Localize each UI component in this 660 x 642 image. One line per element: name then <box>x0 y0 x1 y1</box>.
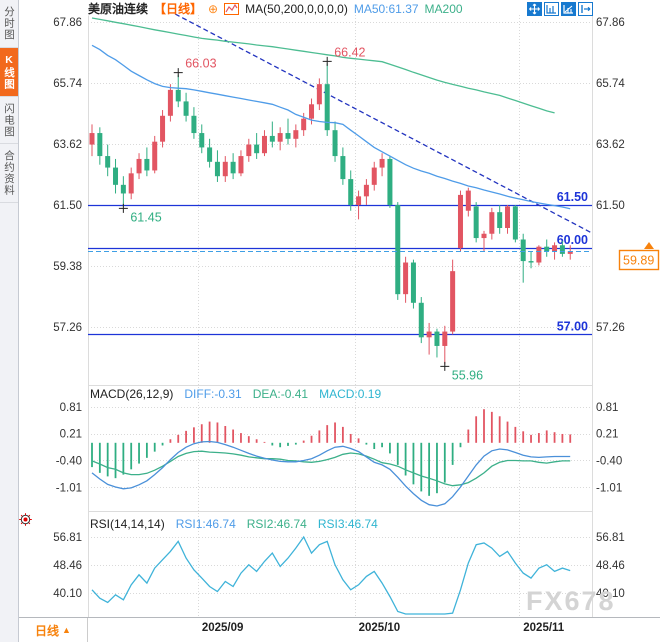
current-price-tag <box>618 249 660 271</box>
extreme-price-label: 61.45 <box>130 210 161 224</box>
price-tick-right: 63.62 <box>596 139 625 151</box>
dea-line <box>91 450 571 487</box>
current-price-value: 59.89 <box>623 254 654 268</box>
macd-tick-right: 0.21 <box>596 429 618 441</box>
panel-separators <box>88 15 593 618</box>
sidebar-item-lightning[interactable]: 闪电图 <box>0 97 18 144</box>
macd-tick-left: 0.81 <box>60 402 82 414</box>
period-selector-label: 日线 <box>35 623 60 638</box>
rsi3-value: RSI3:46.74 <box>317 517 378 531</box>
rsi-legend: RSI(14,14,14) RSI1:46.74 RSI2:46.74 RSI3… <box>90 517 378 531</box>
move-tool-icon[interactable] <box>527 2 542 16</box>
x-axis-label: 2025/11 <box>523 622 565 634</box>
price-tick-left: 61.50 <box>53 200 82 212</box>
chart-type-sidebar: 分时图 K线图 闪电图 合约资料 <box>0 0 19 642</box>
add-indicator-icon[interactable]: ⊕ <box>208 1 219 16</box>
live-quote-icon <box>19 513 32 531</box>
price-tick-left: 63.62 <box>53 139 82 151</box>
macd-macd-value: MACD:0.19 <box>319 387 382 401</box>
macd-tick-left: 0.21 <box>60 429 82 441</box>
price-tick-right: 67.86 <box>596 17 625 29</box>
macd-diff-value: DIFF:-0.31 <box>184 387 242 401</box>
macd-legend: MACD(26,12,9) DIFF:-0.31 DEA:-0.41 MACD:… <box>90 387 381 401</box>
candlestick-series <box>89 63 573 365</box>
extreme-marker-icon <box>440 361 450 371</box>
price-tick-right: 61.50 <box>596 200 625 212</box>
level-label: 60.00 <box>557 233 588 247</box>
price-tick-left: 67.86 <box>53 17 82 29</box>
chart-legend-bar: 美原油连续 【日线】 ⊕ MA(50,200,0,0,0,0) MA50:61.… <box>88 1 463 17</box>
annotations: 61.45 66.03 66.42 55.96 <box>118 45 483 382</box>
rsi-tick-left: 48.46 <box>53 560 82 572</box>
period-tag: 【日线】 <box>154 2 203 16</box>
macd-tick-right: -1.01 <box>596 482 622 494</box>
price-tick-left: 65.74 <box>53 78 82 90</box>
macd-tick-right: 0.81 <box>596 402 618 414</box>
sidebar-item-timeshare[interactable]: 分时图 <box>0 0 18 48</box>
ma200-line <box>91 17 555 114</box>
period-selector[interactable]: 日线 ▲ <box>19 618 88 642</box>
level-label: 61.50 <box>557 190 588 204</box>
rsi-panel <box>91 535 571 615</box>
ma-settings-label: MA(50,200,0,0,0,0) <box>245 1 348 16</box>
axis-scale-active-icon[interactable] <box>561 2 576 16</box>
axis-scale-icon[interactable] <box>544 2 559 16</box>
ma-lines <box>91 17 571 210</box>
watermark: FX678 <box>526 586 616 616</box>
rsi-tick-left: 56.81 <box>53 532 82 544</box>
rsi-tick-left: 40.10 <box>53 588 82 600</box>
chart-toolbar <box>527 2 593 16</box>
current-price-marker: 59.89 <box>88 242 660 271</box>
macd-tick-left: -1.01 <box>56 482 82 494</box>
rsi-line <box>91 535 571 615</box>
macd-dea-value: DEA:-0.41 <box>252 387 309 401</box>
time-axis-bar: 日线 ▲ 2025/09 2025/10 2025/11 <box>19 617 660 642</box>
price-tick-left: 57.26 <box>53 322 82 334</box>
x-axis-label: 2025/10 <box>358 622 401 634</box>
period-selector-arrow-icon: ▲ <box>62 625 71 635</box>
macd-tick-right: -0.40 <box>596 455 622 467</box>
extreme-marker-icon <box>118 203 128 213</box>
price-tick-left: 59.38 <box>53 261 82 273</box>
extreme-price-label: 66.42 <box>334 45 365 59</box>
diff-line <box>91 440 571 507</box>
x-axis-label: 2025/09 <box>201 622 244 634</box>
sidebar-item-kline[interactable]: K线图 <box>0 47 18 97</box>
extreme-price-label: 55.96 <box>452 368 483 382</box>
chart-type-icon[interactable] <box>224 2 240 15</box>
rsi-tick-right: 48.46 <box>596 560 625 572</box>
extreme-marker-icon <box>322 56 332 66</box>
price-tick-right: 57.26 <box>596 322 625 334</box>
sidebar-item-contract-info[interactable]: 合约资料 <box>0 144 18 203</box>
extreme-marker-icon <box>173 68 183 78</box>
rsi1-value: RSI1:46.74 <box>175 517 236 531</box>
rsi-title: RSI(14,14,14) <box>90 517 165 531</box>
ma50-value-label: MA50:61.37 <box>353 1 419 16</box>
level-label: 57.00 <box>557 319 588 333</box>
collapse-right-icon[interactable] <box>578 2 593 16</box>
price-tick-right: 65.74 <box>596 78 625 90</box>
axis-labels: 67.86 67.86 65.74 65.74 63.62 63.62 61.50 61.50… <box>53 17 625 600</box>
extreme-price-label: 66.03 <box>185 57 216 71</box>
rsi2-value: RSI2:46.74 <box>246 517 307 531</box>
macd-title: MACD(26,12,9) <box>90 387 174 401</box>
trendline <box>174 13 593 234</box>
rsi-tick-right: 56.81 <box>596 532 625 544</box>
rsi-tick-right: 40.10 <box>596 588 625 600</box>
ma200-value-label: MA200 <box>424 1 463 16</box>
symbol-name: 美原油连续 <box>88 2 149 16</box>
macd-panel <box>91 409 572 507</box>
macd-tick-left: -0.40 <box>56 455 82 467</box>
price-arrow-icon <box>644 242 654 249</box>
ma50-line <box>91 44 571 210</box>
